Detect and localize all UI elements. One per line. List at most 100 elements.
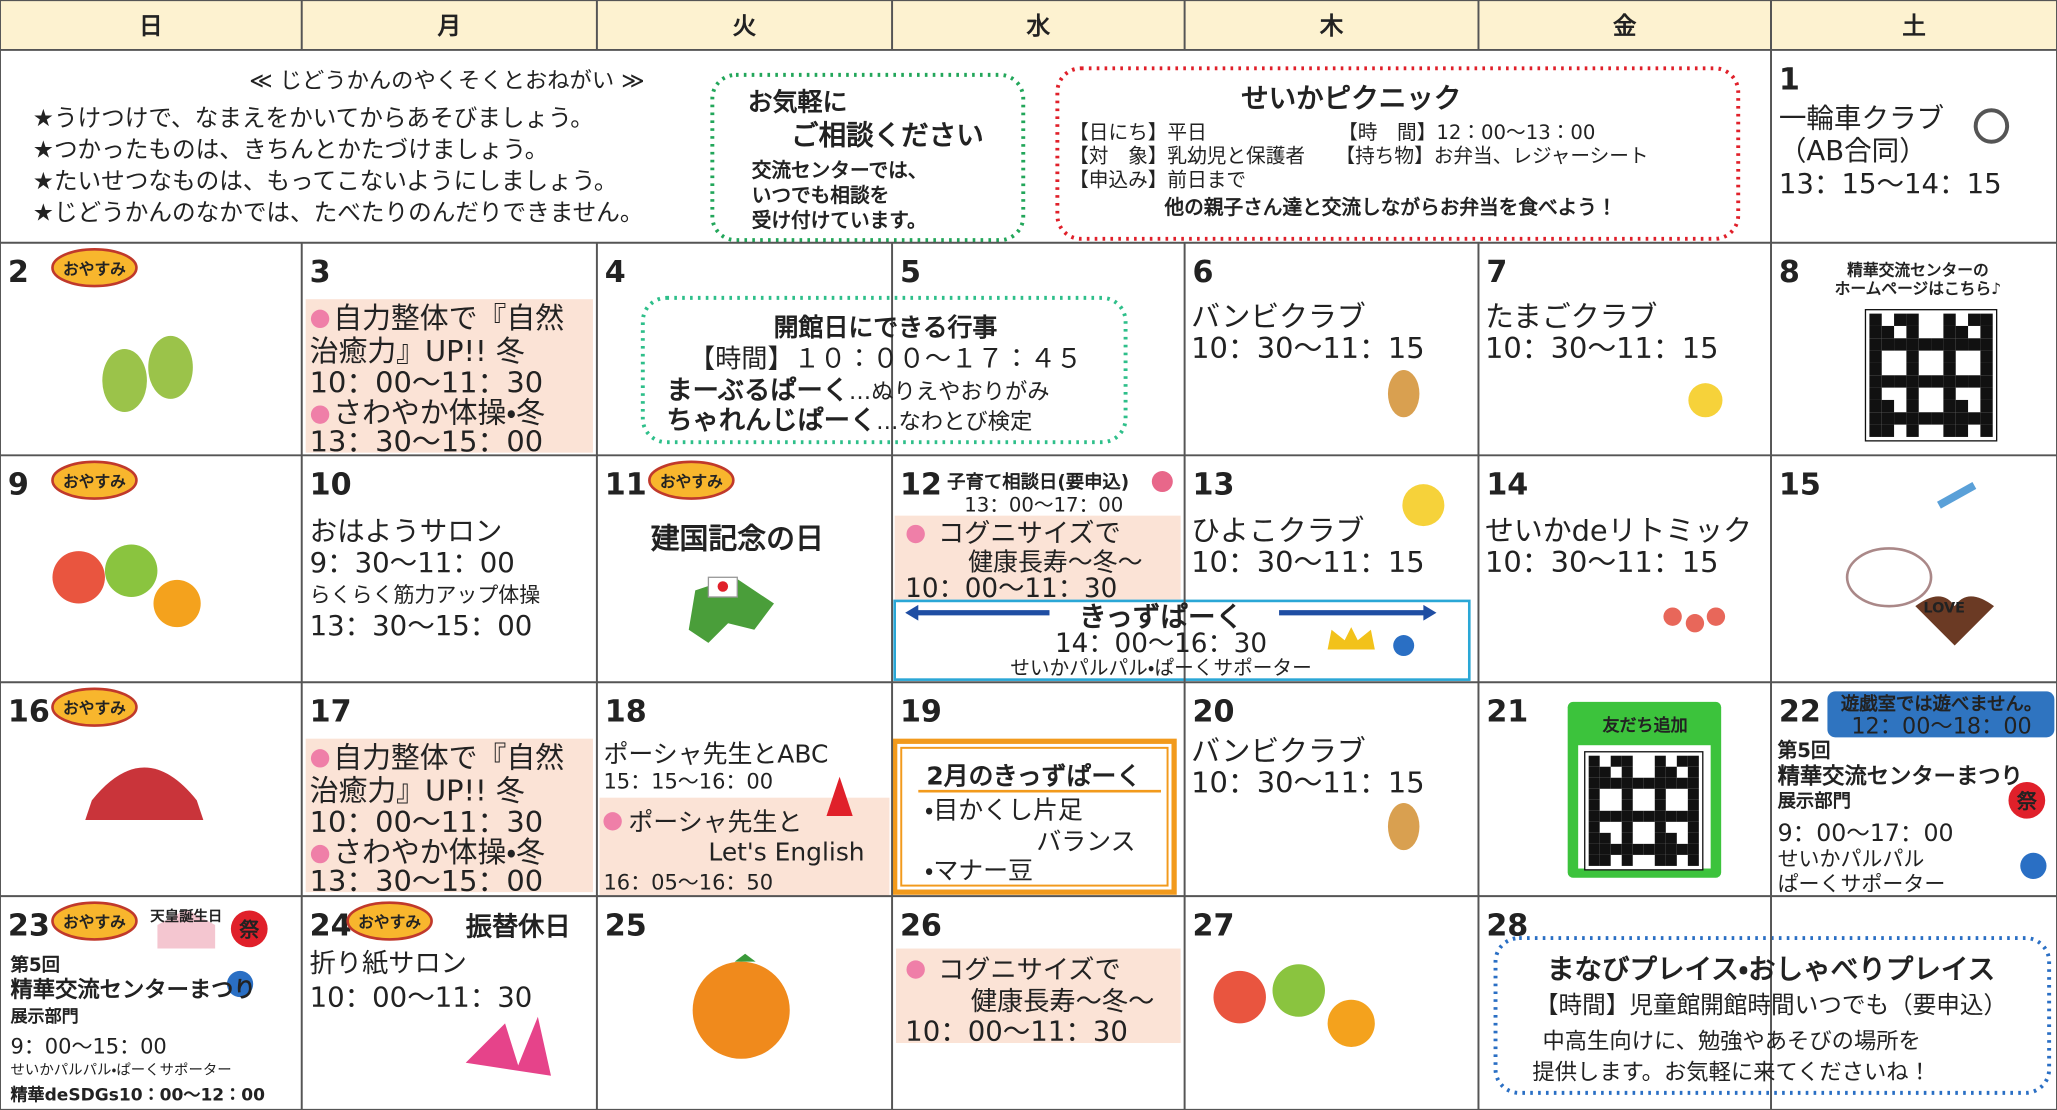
qr-module	[1906, 362, 1919, 376]
text: 一輪車クラブ	[1779, 102, 1944, 134]
text: さわやか体操・冬	[333, 396, 545, 430]
item-name: まーぶるぱーく	[666, 376, 848, 406]
cake-icon	[157, 909, 216, 949]
text: ポーシャ先生と	[628, 807, 802, 836]
date: 26	[900, 908, 942, 943]
qr-module	[1654, 843, 1666, 855]
qr-module	[1906, 338, 1919, 351]
qr-module	[1588, 810, 1600, 822]
qr-module	[1621, 854, 1633, 866]
qr-module	[1665, 854, 1677, 866]
qr-module	[1968, 375, 1981, 388]
picnic-title: せいかピクニック	[1241, 83, 1461, 115]
qr-module	[1588, 821, 1600, 833]
qr-module	[1687, 821, 1699, 833]
text: ポーシャ先生とABC	[603, 739, 828, 768]
text: ・目かくし片足	[925, 796, 1083, 825]
date: 17	[310, 695, 352, 730]
heart-icon	[1915, 596, 1995, 646]
header-cell	[0, 0, 302, 50]
rule-item: ★うけつけで、なまえをかいてからあそびましょう。	[33, 104, 594, 132]
text: ぱーくサポーター	[1778, 872, 1946, 896]
date: 25	[605, 908, 647, 943]
date: 18	[605, 695, 647, 730]
bowl-icon	[1845, 547, 1933, 608]
qr-module	[1894, 375, 1907, 388]
qr-module	[1881, 399, 1895, 413]
text: さわやか体操・冬	[333, 835, 545, 869]
qr-module	[1588, 843, 1600, 855]
date: 4	[605, 255, 626, 290]
qr-module	[1881, 338, 1895, 351]
qr-module	[1943, 387, 1956, 400]
text: 10：30～11：15	[1485, 331, 1718, 365]
closed-badge	[346, 901, 433, 941]
text: 開館日にできる行事	[774, 313, 998, 342]
qr-module	[1621, 755, 1633, 767]
playroom-badge	[1827, 691, 2055, 738]
date: 13	[1192, 468, 1234, 503]
text: 12：00～18：00	[1851, 713, 2031, 739]
rule-item: ★じどうかんのなかでは、たべたりのんだりできません。	[33, 198, 644, 226]
weekday: 日	[139, 12, 163, 40]
header-cell	[1478, 0, 1772, 50]
qr-module	[1610, 810, 1622, 822]
qr-module	[1599, 810, 1611, 822]
text: 遊戯室では遊べません。	[1841, 693, 2042, 715]
text: せいかパルパル	[1778, 847, 1925, 871]
qr-module	[1687, 843, 1699, 855]
header-cell	[1771, 0, 2057, 50]
text: 13：30～15：00	[310, 864, 543, 898]
event-bg	[305, 738, 593, 893]
yarn-icon	[1213, 964, 1375, 1047]
text: 13：15～14：15	[1779, 168, 2002, 200]
text: 13：30～15：00	[310, 424, 543, 458]
text: 祭	[238, 919, 259, 942]
flower-icon	[1393, 635, 1415, 657]
date: 5	[900, 255, 921, 290]
qr-module	[1906, 325, 1919, 339]
qr-module	[1599, 766, 1611, 778]
qr-module	[1632, 810, 1644, 822]
texts: 日 月 火 水 木 金 土 ≪ じどうかんのやくそくとおねがい ≫ ★うけつけで、なまえをかいて…	[8, 12, 2046, 1106]
qr-module	[1955, 375, 1969, 388]
qr-module	[1643, 777, 1655, 789]
festival-fan	[2008, 781, 2046, 819]
open-day-box	[640, 295, 1128, 445]
qr-module	[1943, 338, 1956, 351]
item-detail: …なわとび検定	[876, 409, 1032, 435]
event-bg	[896, 948, 1181, 1044]
qr-module	[1881, 424, 1895, 437]
text: 【申込み】前日まで	[1069, 168, 1246, 191]
text: バンビクラブ	[1191, 734, 1366, 768]
qr-module	[1980, 313, 1993, 326]
text: 【時 間】12：00～13：00	[1338, 121, 1595, 144]
text: LOVE	[1923, 601, 1965, 617]
qr-module	[1654, 821, 1666, 833]
open-day-item: まーぶるぱーく…ぬりえやおりがみ	[666, 376, 1049, 406]
open-day-item: ちゃれんじぱーく…なわとび検定	[666, 406, 1032, 436]
text: 展示部門	[10, 1006, 78, 1027]
date: 1	[1779, 62, 1800, 97]
date: 9	[8, 468, 29, 503]
text: バランス	[1036, 827, 1135, 856]
qr-module	[1931, 375, 1944, 388]
arrow	[1279, 604, 1437, 621]
qr-module	[1906, 350, 1919, 363]
qr-module	[1955, 412, 1969, 425]
qr-module	[1676, 810, 1688, 822]
flower-icon	[603, 812, 622, 831]
qr-module	[1610, 755, 1622, 767]
text: 健康長寿～冬～	[971, 987, 1155, 1017]
date: 27	[1192, 908, 1234, 943]
text: 10：30～11：15	[1191, 545, 1424, 579]
qr-module	[1654, 766, 1666, 778]
closed-badge-text: おやすみ	[63, 472, 126, 491]
letter-a-icon	[826, 776, 853, 817]
text: 精華交流センターの	[1847, 261, 1989, 280]
flower-icon	[906, 960, 925, 979]
flower-icon	[310, 749, 330, 768]
date: 15	[1779, 468, 1821, 503]
date: 14	[1486, 468, 1528, 503]
qr-module	[1654, 755, 1666, 767]
